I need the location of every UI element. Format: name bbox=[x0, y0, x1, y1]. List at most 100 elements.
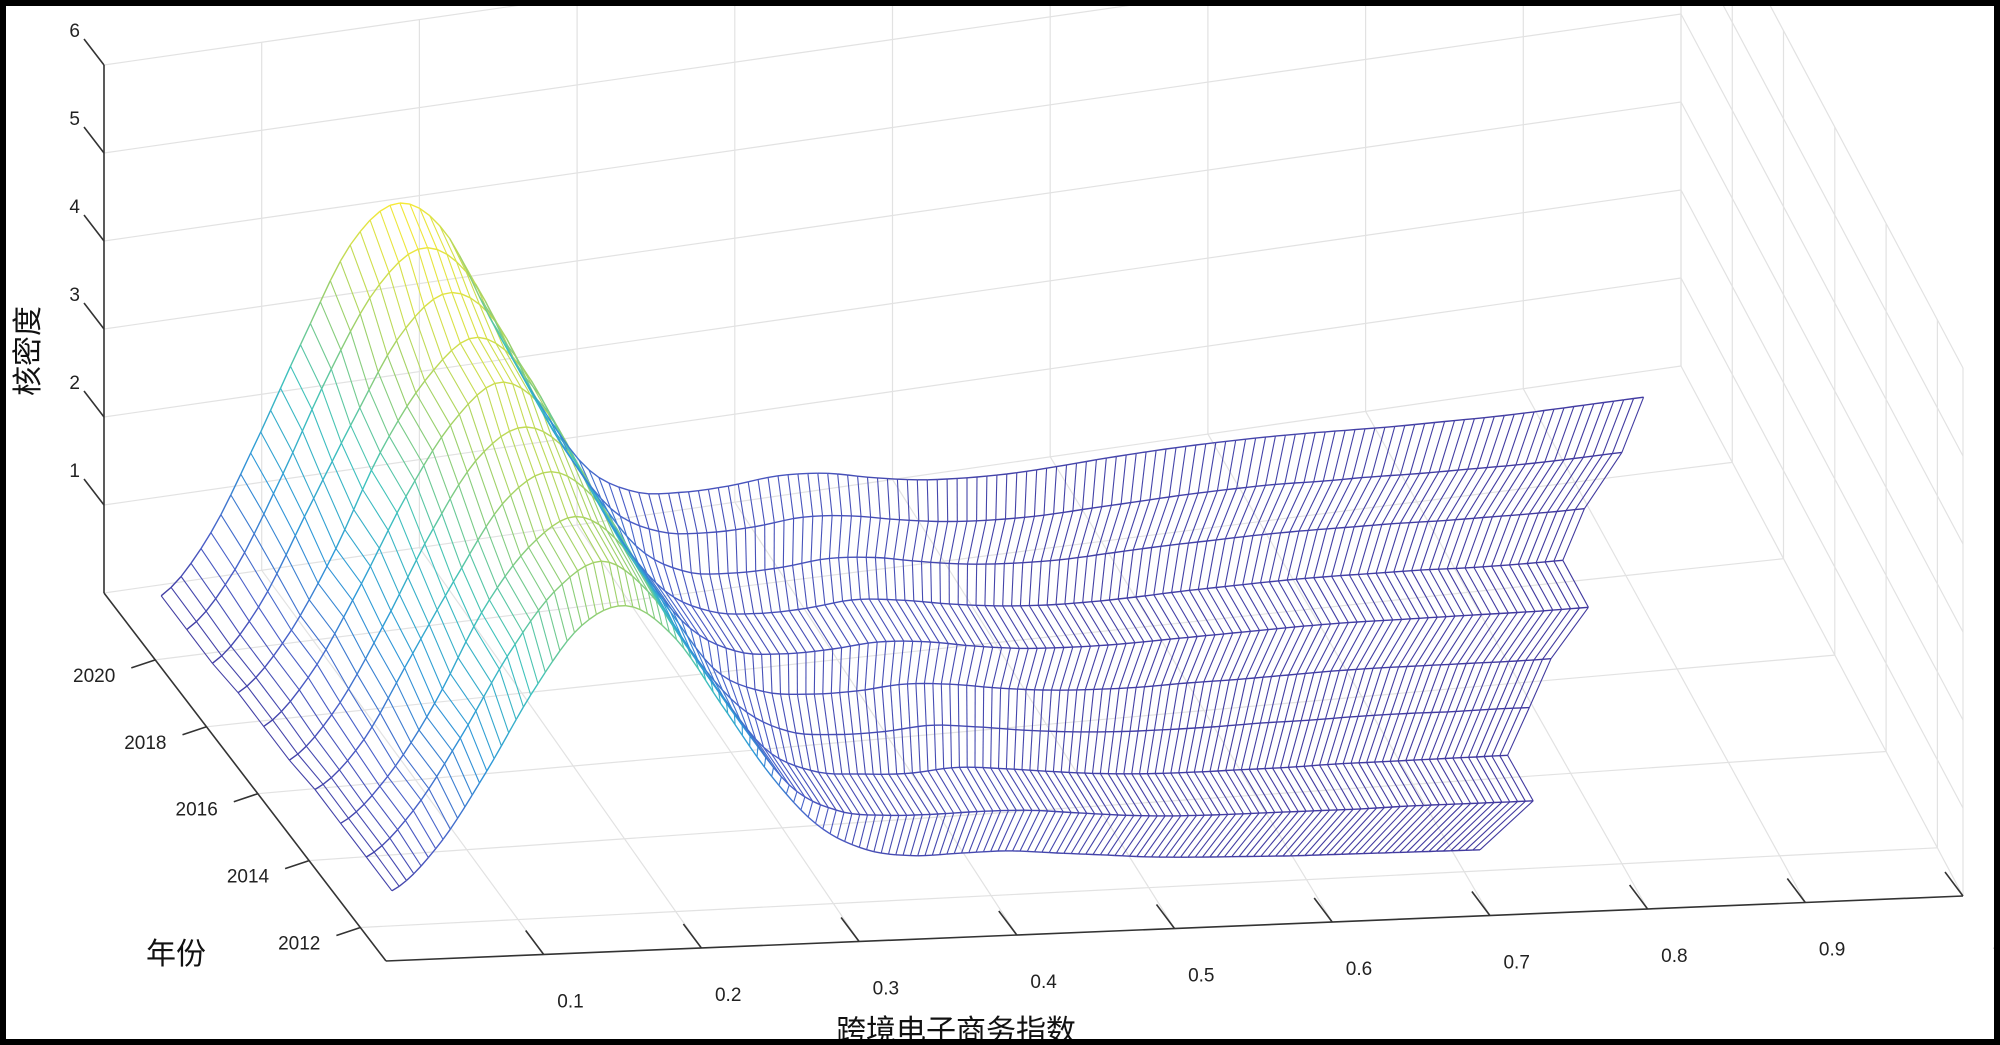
surface-mesh-line bbox=[1399, 804, 1448, 853]
surface-mesh-line bbox=[1012, 810, 1033, 852]
surface-year-line bbox=[1170, 637, 1180, 640]
surface-year-line bbox=[728, 483, 739, 487]
surface-year-line bbox=[698, 669, 707, 682]
surface-year-line bbox=[477, 336, 488, 340]
surface-year-line bbox=[810, 769, 819, 773]
surface-mesh-line bbox=[298, 689, 324, 727]
surface-mesh-line bbox=[1100, 600, 1127, 644]
surface-year-line bbox=[1072, 508, 1083, 512]
surface-year-line bbox=[691, 572, 701, 575]
surface-mesh-line bbox=[1254, 628, 1278, 679]
surface-mesh-line bbox=[517, 427, 536, 477]
surface-year-line bbox=[426, 703, 436, 718]
surface-year-line bbox=[945, 812, 954, 815]
surface-mesh-line bbox=[1005, 768, 1033, 811]
surface-mesh-line bbox=[1267, 675, 1281, 723]
surface-year-line bbox=[606, 530, 616, 539]
surface-year-line bbox=[314, 725, 324, 738]
surface-mesh-line bbox=[1206, 588, 1234, 634]
surface-mesh-line bbox=[856, 690, 862, 734]
surface-mesh-line bbox=[1123, 501, 1141, 552]
surface-year-line bbox=[771, 775, 780, 786]
surface-mesh-line bbox=[901, 728, 906, 774]
surface-mesh-line bbox=[958, 767, 986, 812]
surface-year-line bbox=[697, 532, 707, 534]
surface-mesh-line bbox=[1389, 761, 1417, 806]
surface-year-line bbox=[1464, 566, 1474, 569]
surface-year-line bbox=[433, 293, 443, 300]
surface-mesh-line bbox=[764, 569, 773, 613]
surface-year-line bbox=[820, 557, 830, 561]
surface-mesh-line bbox=[525, 426, 544, 473]
surface-mesh-line bbox=[419, 208, 438, 250]
surface-mesh-line bbox=[504, 349, 531, 396]
surface-year-line bbox=[436, 763, 446, 777]
surface-mesh-line bbox=[763, 746, 790, 786]
z-axis-title: 核密度 bbox=[11, 306, 46, 396]
surface-mesh-line bbox=[494, 383, 511, 432]
surface-year-line bbox=[1438, 470, 1449, 473]
surface-year-line bbox=[530, 683, 539, 696]
surface-mesh-line bbox=[1252, 484, 1276, 536]
surface-mesh-line bbox=[1023, 689, 1027, 731]
surface-mesh-line bbox=[365, 658, 389, 699]
surface-mesh-line bbox=[1108, 599, 1136, 643]
surface-mesh-line bbox=[1501, 462, 1536, 517]
surface-year-line bbox=[190, 548, 202, 564]
surface-year-line bbox=[234, 552, 246, 570]
surface-mesh-line bbox=[1135, 596, 1163, 641]
surface-mesh-line bbox=[428, 624, 451, 674]
surface-mesh-line bbox=[1344, 476, 1372, 528]
surface-mesh-line bbox=[303, 516, 328, 567]
surface-year-line bbox=[851, 813, 860, 816]
surface-mesh-line bbox=[1068, 731, 1074, 773]
surface-mesh-line bbox=[815, 606, 843, 648]
surface-year-line bbox=[635, 545, 646, 555]
surface-year-line bbox=[475, 451, 485, 462]
surface-year-line bbox=[723, 698, 733, 710]
surface-year-line bbox=[832, 647, 842, 650]
surface-mesh-line bbox=[1037, 605, 1065, 648]
surface-mesh-line bbox=[744, 613, 771, 655]
surface-mesh-line bbox=[1304, 529, 1318, 579]
surface-mesh-line bbox=[778, 758, 806, 798]
surface-year-line bbox=[734, 650, 744, 654]
surface-mesh-line bbox=[1335, 477, 1363, 529]
surface-mesh-line bbox=[1013, 729, 1017, 770]
surface-year-line bbox=[1437, 519, 1447, 522]
surface-mesh-line bbox=[412, 810, 437, 849]
surface-year-line bbox=[1579, 606, 1589, 609]
surface-mesh-line bbox=[993, 605, 1020, 649]
x-tick-label: 0.2 bbox=[715, 985, 741, 1006]
surface-mesh-line bbox=[856, 516, 862, 558]
surface-year-line bbox=[1474, 417, 1485, 420]
surface-year-line bbox=[581, 618, 590, 626]
surface-mesh-line bbox=[1319, 718, 1335, 766]
surface-mesh-line bbox=[377, 371, 399, 422]
surface-mesh-line bbox=[927, 770, 955, 814]
surface-mesh-line bbox=[1059, 510, 1074, 560]
surface-mesh-line bbox=[301, 430, 324, 481]
surface-year-line bbox=[1321, 623, 1331, 626]
surface-year-line bbox=[1349, 715, 1359, 718]
surface-year-line bbox=[1133, 548, 1143, 551]
surface-mesh-line bbox=[1232, 724, 1245, 771]
surface-mesh-line bbox=[1279, 721, 1294, 768]
surface-year-line bbox=[1473, 566, 1483, 569]
surface-mesh-line bbox=[725, 703, 729, 714]
surface-mesh-line bbox=[1187, 814, 1221, 858]
surface-mesh-line bbox=[1063, 813, 1088, 854]
surface-year-line bbox=[347, 750, 357, 762]
surface-mesh-line bbox=[1209, 726, 1221, 772]
surface-year-line bbox=[427, 247, 438, 251]
surface-mesh-line bbox=[440, 437, 460, 486]
surface-mesh-line bbox=[1052, 771, 1080, 814]
surface-mesh-line bbox=[1084, 772, 1111, 815]
surface-mesh-line bbox=[1255, 436, 1267, 487]
surface-mesh-line bbox=[457, 657, 485, 698]
surface-mesh-line bbox=[1340, 807, 1385, 855]
surface-year-line bbox=[637, 562, 648, 575]
surface-year-line bbox=[299, 323, 312, 345]
surface-mesh-line bbox=[1583, 452, 1623, 510]
surface-mesh-line bbox=[668, 493, 679, 534]
